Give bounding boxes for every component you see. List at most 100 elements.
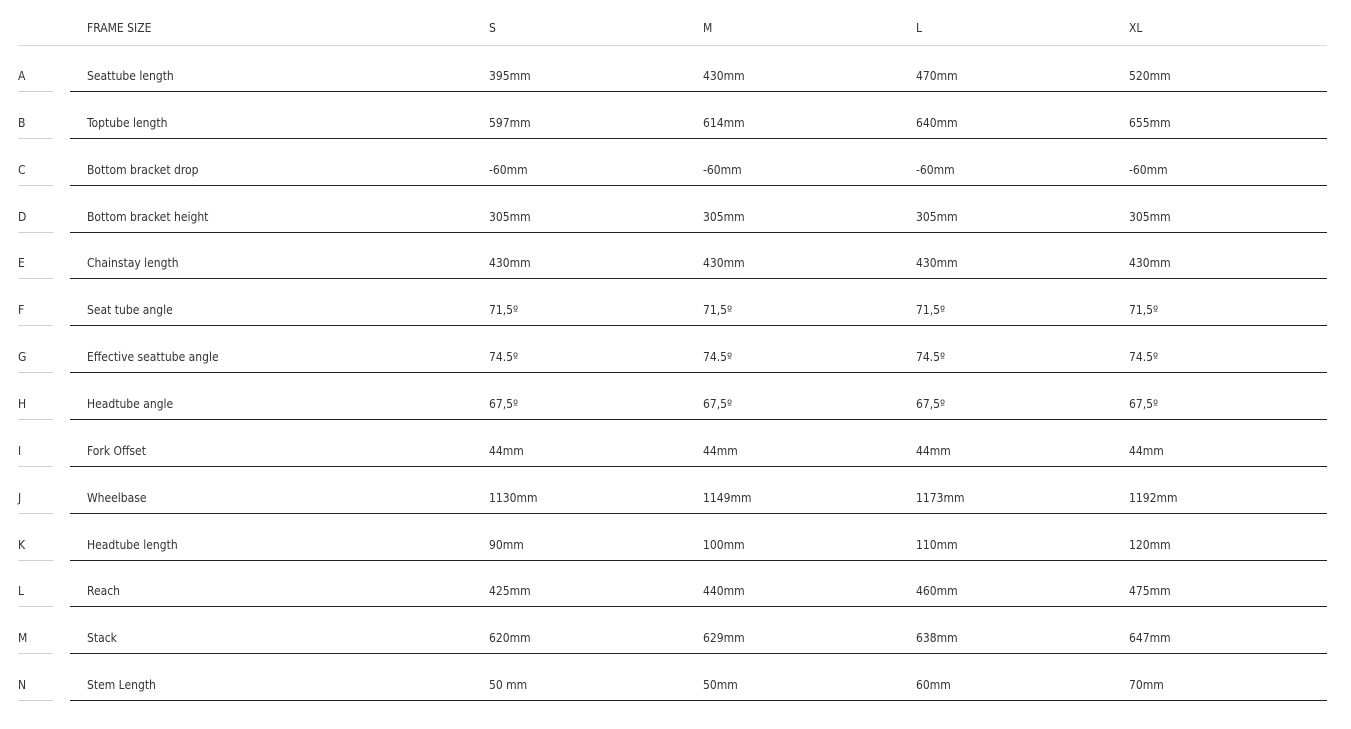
letter-divider <box>18 653 53 655</box>
row-value-m: 71,5º <box>703 303 733 318</box>
row-value-s: 67,5º <box>489 396 519 411</box>
row-divider <box>70 653 1327 655</box>
row-value-xl: 67,5º <box>1129 396 1159 411</box>
row-value-s: 71,5º <box>489 303 519 318</box>
row-letter: C <box>18 162 26 177</box>
size-header-xl: XL <box>1129 21 1143 35</box>
row-divider <box>70 606 1327 608</box>
row-label: Seattube length <box>87 69 174 83</box>
letter-divider <box>18 91 53 92</box>
row-value-l: 640mm <box>916 115 958 130</box>
row-divider <box>70 137 1327 139</box>
letter-divider <box>18 278 53 280</box>
row-value-l: 1173mm <box>916 490 965 505</box>
row-letter: M <box>18 631 28 646</box>
row-letter: D <box>18 209 27 224</box>
row-value-l: 71,5º <box>916 303 946 318</box>
row-value-xl: 520mm <box>1129 69 1171 83</box>
row-label: Effective seattube angle <box>87 350 219 365</box>
letter-divider <box>18 418 53 420</box>
row-divider <box>70 231 1327 233</box>
row-value-xl: 44mm <box>1129 443 1164 458</box>
row-value-s: 395mm <box>489 69 531 83</box>
letter-divider <box>18 231 53 233</box>
row-value-l: 67,5º <box>916 396 946 411</box>
row-letter: F <box>18 303 25 318</box>
row-value-s: 50 mm <box>489 678 528 693</box>
row-value-xl: 74.5º <box>1129 350 1159 365</box>
row-label: Reach <box>87 584 120 599</box>
row-divider <box>70 512 1327 514</box>
row-divider <box>70 559 1327 561</box>
row-value-m: 44mm <box>703 443 738 458</box>
row-value-l: 44mm <box>916 443 951 458</box>
row-divider <box>70 278 1327 280</box>
row-value-m: 629mm <box>703 631 745 646</box>
row-value-m: 100mm <box>703 537 745 552</box>
letter-divider <box>18 700 53 702</box>
row-value-xl: 70mm <box>1129 678 1164 693</box>
row-divider <box>70 325 1327 327</box>
row-value-m: 305mm <box>703 209 745 224</box>
row-letter: E <box>18 256 25 271</box>
row-value-l: -60mm <box>916 162 955 177</box>
table-header: FRAME SIZE S M L XL <box>0 0 1351 46</box>
row-value-xl: 71,5º <box>1129 303 1159 318</box>
row-divider <box>70 700 1327 702</box>
row-value-xl: 475mm <box>1129 584 1171 599</box>
row-label: Headtube length <box>87 537 178 552</box>
size-header-s: S <box>489 21 496 35</box>
row-label: Chainstay length <box>87 256 179 271</box>
row-value-s: -60mm <box>489 162 528 177</box>
row-value-s: 90mm <box>489 537 524 552</box>
row-value-xl: 430mm <box>1129 256 1171 271</box>
letter-divider <box>18 184 53 186</box>
row-label: Bottom bracket height <box>87 209 209 224</box>
row-value-s: 305mm <box>489 209 531 224</box>
row-label: Seat tube angle <box>87 303 173 318</box>
frame-size-header: FRAME SIZE <box>87 21 152 35</box>
row-letter: K <box>18 537 26 552</box>
row-value-xl: -60mm <box>1129 162 1168 177</box>
row-label: Fork Offset <box>87 443 146 458</box>
row-value-l: 60mm <box>916 678 951 693</box>
row-value-m: 67,5º <box>703 396 733 411</box>
row-value-xl: 1192mm <box>1129 490 1178 505</box>
letter-divider <box>18 325 53 327</box>
letter-divider <box>18 137 53 139</box>
row-letter: I <box>18 443 22 458</box>
row-value-m: 430mm <box>703 69 745 83</box>
row-value-l: 638mm <box>916 631 958 646</box>
letter-divider <box>18 465 53 467</box>
row-value-m: 430mm <box>703 256 745 271</box>
letter-divider <box>18 372 53 374</box>
row-value-xl: 305mm <box>1129 209 1171 224</box>
row-letter: A <box>18 69 26 83</box>
row-value-m: 614mm <box>703 115 745 130</box>
row-value-l: 74.5º <box>916 350 946 365</box>
size-header-l: L <box>916 21 923 35</box>
row-letter: J <box>18 490 22 505</box>
row-divider <box>70 372 1327 374</box>
letter-divider <box>18 559 53 561</box>
row-letter: H <box>18 396 27 411</box>
row-label: Stack <box>87 631 117 646</box>
size-header-m: M <box>703 21 713 35</box>
row-value-s: 597mm <box>489 115 531 130</box>
row-value-m: -60mm <box>703 162 742 177</box>
row-value-m: 440mm <box>703 584 745 599</box>
row-value-s: 44mm <box>489 443 524 458</box>
row-label: Bottom bracket drop <box>87 162 199 177</box>
row-value-s: 74.5º <box>489 350 519 365</box>
row-letter: B <box>18 115 26 130</box>
row-divider <box>70 184 1327 186</box>
row-divider <box>70 91 1327 92</box>
header-divider <box>18 45 1327 46</box>
row-value-m: 74.5º <box>703 350 733 365</box>
row-value-xl: 120mm <box>1129 537 1171 552</box>
row-label: Toptube length <box>87 115 168 130</box>
row-value-s: 425mm <box>489 584 531 599</box>
row-letter: G <box>18 350 27 365</box>
row-divider <box>70 465 1327 467</box>
row-letter: L <box>18 584 25 599</box>
